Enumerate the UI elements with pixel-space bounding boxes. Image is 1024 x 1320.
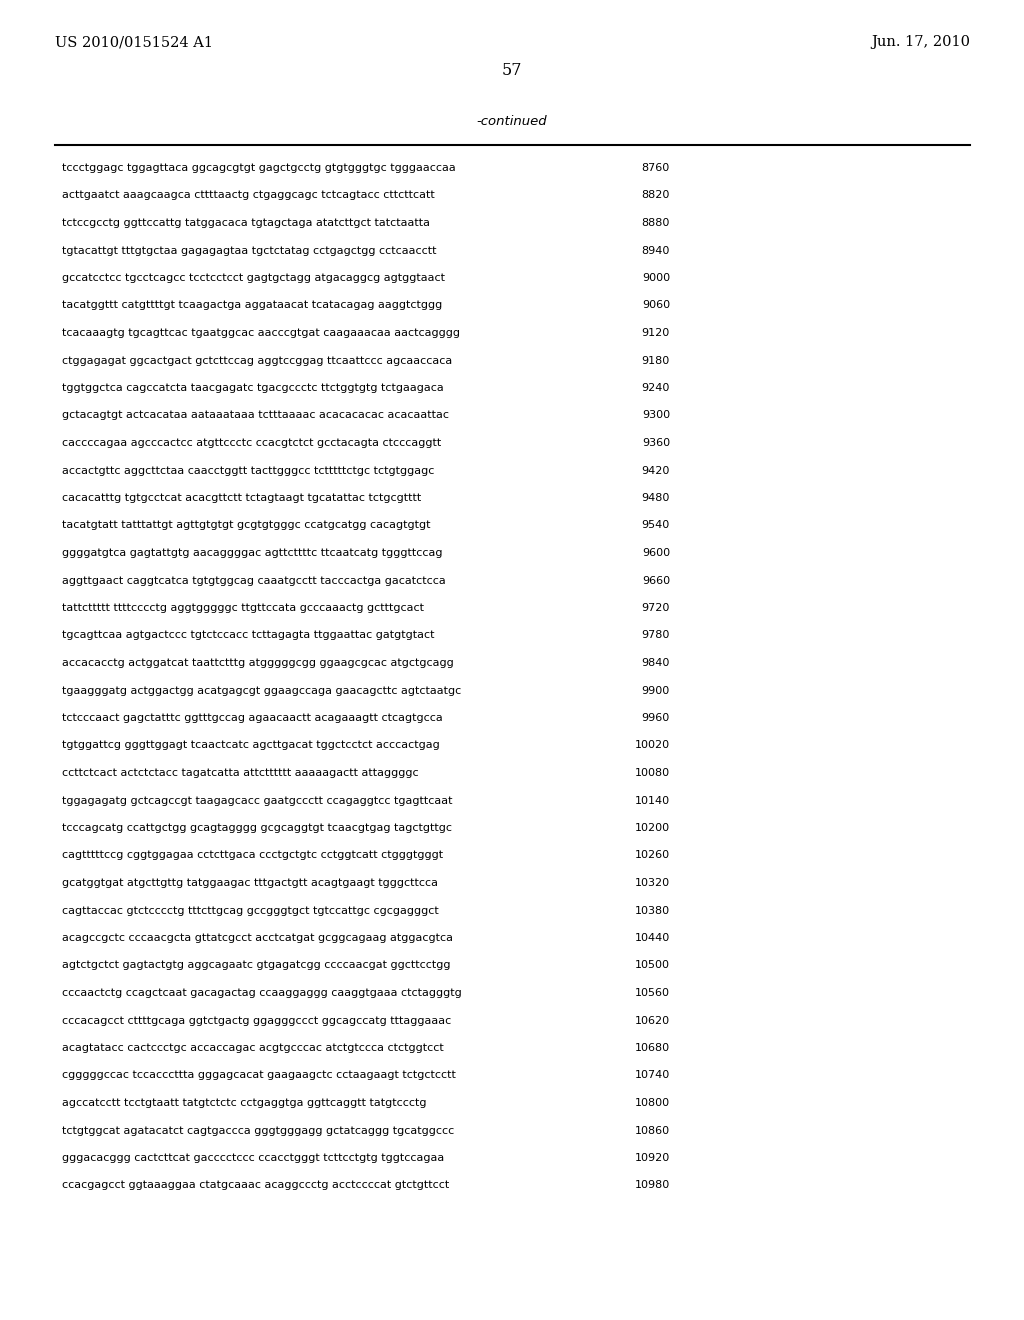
Text: 9300: 9300	[642, 411, 670, 421]
Text: 9600: 9600	[642, 548, 670, 558]
Text: tggtggctca cagccatcta taacgagatc tgacgccctc ttctggtgtg tctgaagaca: tggtggctca cagccatcta taacgagatc tgacgcc…	[62, 383, 443, 393]
Text: tgaagggatg actggactgg acatgagcgt ggaagccaga gaacagcttc agtctaatgc: tgaagggatg actggactgg acatgagcgt ggaagcc…	[62, 685, 461, 696]
Text: 8760: 8760	[642, 162, 670, 173]
Text: 10140: 10140	[635, 796, 670, 805]
Text: 9900: 9900	[642, 685, 670, 696]
Text: ccttctcact actctctacc tagatcatta attctttttt aaaaagactt attaggggc: ccttctcact actctctacc tagatcatta attcttt…	[62, 768, 419, 777]
Text: acttgaatct aaagcaagca cttttaactg ctgaggcagc tctcagtacc cttcttcatt: acttgaatct aaagcaagca cttttaactg ctgaggc…	[62, 190, 435, 201]
Text: tctccgcctg ggttccattg tatggacaca tgtagctaga atatcttgct tatctaatta: tctccgcctg ggttccattg tatggacaca tgtagct…	[62, 218, 430, 228]
Text: 57: 57	[502, 62, 522, 79]
Text: ccacgagcct ggtaaaggaa ctatgcaaac acaggccctg acctccccat gtctgttcct: ccacgagcct ggtaaaggaa ctatgcaaac acaggcc…	[62, 1180, 450, 1191]
Text: 9960: 9960	[642, 713, 670, 723]
Text: tgtggattcg gggttggagt tcaactcatc agcttgacat tggctcctct acccactgag: tgtggattcg gggttggagt tcaactcatc agcttga…	[62, 741, 439, 751]
Text: 9540: 9540	[642, 520, 670, 531]
Text: gcatggtgat atgcttgttg tatggaagac tttgactgtt acagtgaagt tgggcttcca: gcatggtgat atgcttgttg tatggaagac tttgact…	[62, 878, 438, 888]
Text: accactgttc aggcttctaa caacctggtt tacttgggcc tctttttctgc tctgtggagc: accactgttc aggcttctaa caacctggtt tacttgg…	[62, 466, 434, 475]
Text: 10560: 10560	[635, 987, 670, 998]
Text: 10080: 10080	[635, 768, 670, 777]
Text: 10380: 10380	[635, 906, 670, 916]
Text: tacatggttt catgttttgt tcaagactga aggataacat tcatacagag aaggtctggg: tacatggttt catgttttgt tcaagactga aggataa…	[62, 301, 442, 310]
Text: 9240: 9240	[642, 383, 670, 393]
Text: acagtatacc cactccctgc accaccagac acgtgcccac atctgtccca ctctggtcct: acagtatacc cactccctgc accaccagac acgtgcc…	[62, 1043, 443, 1053]
Text: 10320: 10320	[635, 878, 670, 888]
Text: 10740: 10740	[635, 1071, 670, 1081]
Text: tccctggagc tggagttaca ggcagcgtgt gagctgcctg gtgtgggtgc tgggaaccaa: tccctggagc tggagttaca ggcagcgtgt gagctgc…	[62, 162, 456, 173]
Text: accacacctg actggatcat taattctttg atgggggcgg ggaagcgcac atgctgcagg: accacacctg actggatcat taattctttg atggggg…	[62, 657, 454, 668]
Text: agtctgctct gagtactgtg aggcagaatc gtgagatcgg ccccaacgat ggcttcctgg: agtctgctct gagtactgtg aggcagaatc gtgagat…	[62, 961, 451, 970]
Text: 8880: 8880	[642, 218, 670, 228]
Text: tgtacattgt tttgtgctaa gagagagtaa tgctctatag cctgagctgg cctcaacctt: tgtacattgt tttgtgctaa gagagagtaa tgctcta…	[62, 246, 436, 256]
Text: 9660: 9660	[642, 576, 670, 586]
Text: 10020: 10020	[635, 741, 670, 751]
Text: tcacaaagtg tgcagttcac tgaatggcac aacccgtgat caagaaacaa aactcagggg: tcacaaagtg tgcagttcac tgaatggcac aacccgt…	[62, 327, 460, 338]
Text: 10500: 10500	[635, 961, 670, 970]
Text: 9060: 9060	[642, 301, 670, 310]
Text: 8820: 8820	[642, 190, 670, 201]
Text: cacacatttg tgtgcctcat acacgttctt tctagtaagt tgcatattac tctgcgtttt: cacacatttg tgtgcctcat acacgttctt tctagta…	[62, 492, 421, 503]
Text: gccatcctcc tgcctcagcc tcctcctcct gagtgctagg atgacaggcg agtggtaact: gccatcctcc tgcctcagcc tcctcctcct gagtgct…	[62, 273, 445, 282]
Text: 8940: 8940	[642, 246, 670, 256]
Text: tacatgtatt tatttattgt agttgtgtgt gcgtgtgggc ccatgcatgg cacagtgtgt: tacatgtatt tatttattgt agttgtgtgt gcgtgtg…	[62, 520, 430, 531]
Text: tattcttttt ttttcccctg aggtgggggc ttgttccata gcccaaactg gctttgcact: tattcttttt ttttcccctg aggtgggggc ttgttcc…	[62, 603, 424, 612]
Text: cagtttttccg cggtggagaa cctcttgaca ccctgctgtc cctggtcatt ctgggtgggt: cagtttttccg cggtggagaa cctcttgaca ccctgc…	[62, 850, 443, 861]
Text: 10440: 10440	[635, 933, 670, 942]
Text: caccccagaa agcccactcc atgttccctc ccacgtctct gcctacagta ctcccaggtt: caccccagaa agcccactcc atgttccctc ccacgtc…	[62, 438, 441, 447]
Text: 9720: 9720	[642, 603, 670, 612]
Text: ggggatgtca gagtattgtg aacaggggac agttcttttc ttcaatcatg tgggttccag: ggggatgtca gagtattgtg aacaggggac agttctt…	[62, 548, 442, 558]
Text: ctggagagat ggcactgact gctcttccag aggtccggag ttcaattccc agcaaccaca: ctggagagat ggcactgact gctcttccag aggtccg…	[62, 355, 453, 366]
Text: tgcagttcaa agtgactccc tgtctccacc tcttagagta ttggaattac gatgtgtact: tgcagttcaa agtgactccc tgtctccacc tcttaga…	[62, 631, 434, 640]
Text: agccatcctt tcctgtaatt tatgtctctc cctgaggtga ggttcaggtt tatgtccctg: agccatcctt tcctgtaatt tatgtctctc cctgagg…	[62, 1098, 427, 1107]
Text: tctcccaact gagctatttc ggtttgccag agaacaactt acagaaagtt ctcagtgcca: tctcccaact gagctatttc ggtttgccag agaacaa…	[62, 713, 442, 723]
Text: US 2010/0151524 A1: US 2010/0151524 A1	[55, 36, 213, 49]
Text: cccacagcct cttttgcaga ggtctgactg ggagggccct ggcagccatg tttaggaaac: cccacagcct cttttgcaga ggtctgactg ggagggc…	[62, 1015, 452, 1026]
Text: tggagagatg gctcagccgt taagagcacc gaatgccctt ccagaggtcc tgagttcaat: tggagagatg gctcagccgt taagagcacc gaatgcc…	[62, 796, 453, 805]
Text: 10800: 10800	[635, 1098, 670, 1107]
Text: acagccgctc cccaacgcta gttatcgcct acctcatgat gcggcagaag atggacgtca: acagccgctc cccaacgcta gttatcgcct acctcat…	[62, 933, 453, 942]
Text: tctgtggcat agatacatct cagtgaccca gggtgggagg gctatcaggg tgcatggccc: tctgtggcat agatacatct cagtgaccca gggtggg…	[62, 1126, 455, 1135]
Text: 9420: 9420	[642, 466, 670, 475]
Text: 9840: 9840	[642, 657, 670, 668]
Text: 9360: 9360	[642, 438, 670, 447]
Text: 9120: 9120	[642, 327, 670, 338]
Text: tcccagcatg ccattgctgg gcagtagggg gcgcaggtgt tcaacgtgag tagctgttgc: tcccagcatg ccattgctgg gcagtagggg gcgcagg…	[62, 822, 452, 833]
Text: cgggggccac tccacccttta gggagcacat gaagaagctc cctaagaagt tctgctcctt: cgggggccac tccacccttta gggagcacat gaagaa…	[62, 1071, 456, 1081]
Text: 10860: 10860	[635, 1126, 670, 1135]
Text: gggacacggg cactcttcat gacccctccc ccacctgggt tcttcctgtg tggtccagaa: gggacacggg cactcttcat gacccctccc ccacctg…	[62, 1152, 444, 1163]
Text: gctacagtgt actcacataa aataaataaa tctttaaaac acacacacac acacaattac: gctacagtgt actcacataa aataaataaa tctttaa…	[62, 411, 449, 421]
Text: 10680: 10680	[635, 1043, 670, 1053]
Text: 9780: 9780	[642, 631, 670, 640]
Text: aggttgaact caggtcatca tgtgtggcag caaatgcctt tacccactga gacatctcca: aggttgaact caggtcatca tgtgtggcag caaatgc…	[62, 576, 445, 586]
Text: Jun. 17, 2010: Jun. 17, 2010	[871, 36, 970, 49]
Text: 10920: 10920	[635, 1152, 670, 1163]
Text: 9180: 9180	[642, 355, 670, 366]
Text: 10200: 10200	[635, 822, 670, 833]
Text: cccaactctg ccagctcaat gacagactag ccaaggaggg caaggtgaaa ctctagggtg: cccaactctg ccagctcaat gacagactag ccaagga…	[62, 987, 462, 998]
Text: cagttaccac gtctcccctg tttcttgcag gccgggtgct tgtccattgc cgcgagggct: cagttaccac gtctcccctg tttcttgcag gccgggt…	[62, 906, 438, 916]
Text: 10620: 10620	[635, 1015, 670, 1026]
Text: 10980: 10980	[635, 1180, 670, 1191]
Text: 9480: 9480	[642, 492, 670, 503]
Text: 10260: 10260	[635, 850, 670, 861]
Text: -continued: -continued	[477, 115, 547, 128]
Text: 9000: 9000	[642, 273, 670, 282]
